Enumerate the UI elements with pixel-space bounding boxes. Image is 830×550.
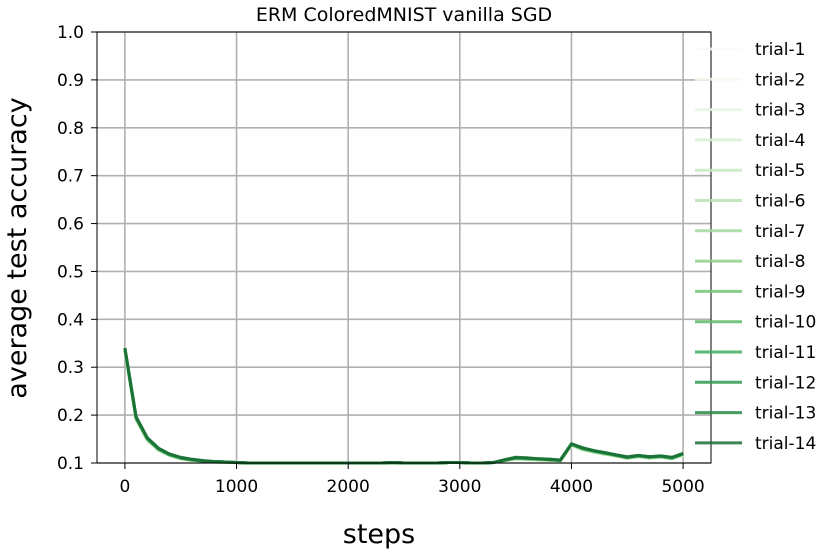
x-axis-label: steps (343, 519, 415, 550)
x-tick-label-4: 4000 (550, 477, 593, 497)
y-axis-ticks: 0.1 0.2 0.3 0.4 0.5 0.6 0.7 0.8 0.9 1.0 (57, 23, 97, 474)
y-tick-label-2: 0.3 (57, 358, 84, 378)
y-tick-label-1: 0.2 (57, 406, 84, 426)
x-tick-label-1: 1000 (215, 477, 258, 497)
legend-label-3: trial-3 (755, 101, 805, 121)
legend-label-8: trial-8 (755, 252, 805, 272)
x-tick-label-5: 5000 (661, 477, 704, 497)
y-tick-label-5: 0.6 (57, 215, 84, 235)
plot-frame (96, 31, 712, 464)
legend-label-13: trial-13 (755, 404, 816, 424)
y-tick-label-3: 0.4 (57, 310, 84, 330)
legend: trial-1 trial-2 trial-3 trial-4 trial-5 trial… (695, 40, 816, 454)
y-tick-label-9: 1.0 (57, 23, 84, 43)
y-axis-label: average test accuracy (2, 97, 33, 398)
y-tick-label-8: 0.9 (57, 71, 84, 91)
legend-label-1: trial-1 (755, 40, 805, 60)
y-tick-label-6: 0.7 (57, 167, 84, 187)
x-tick-label-0: 0 (119, 477, 130, 497)
legend-label-2: trial-2 (755, 70, 805, 90)
grid-lines (97, 31, 711, 464)
legend-label-7: trial-7 (755, 222, 805, 242)
x-axis-ticks: 0 1000 2000 3000 4000 5000 (119, 463, 705, 497)
legend-label-9: trial-9 (755, 282, 805, 302)
y-tick-label-7: 0.8 (57, 119, 84, 139)
x-tick-label-3: 3000 (438, 477, 481, 497)
legend-label-14: trial-14 (755, 434, 816, 454)
y-tick-label-4: 0.5 (57, 262, 84, 282)
y-tick-label-0: 0.1 (57, 454, 84, 474)
legend-label-11: trial-11 (755, 343, 816, 363)
chart-title: ERM ColoredMNIST vanilla SGD (256, 4, 552, 26)
legend-label-4: trial-4 (755, 131, 805, 151)
legend-label-5: trial-5 (755, 161, 805, 181)
x-tick-label-2: 2000 (327, 477, 370, 497)
legend-label-6: trial-6 (755, 192, 805, 212)
legend-label-12: trial-12 (755, 373, 816, 393)
legend-label-10: trial-10 (755, 313, 816, 333)
